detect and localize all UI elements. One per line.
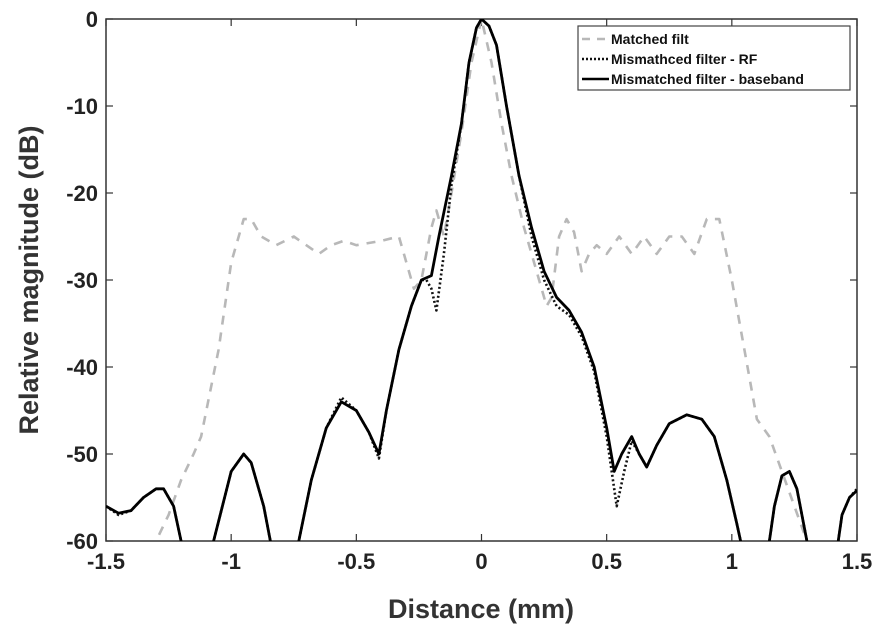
x-tick-label: -0.5	[337, 549, 375, 574]
x-tick-label: 0.5	[591, 549, 622, 574]
y-tick-label: -40	[66, 355, 98, 380]
legend-box	[577, 25, 851, 91]
x-tick-label: -1.5	[87, 549, 125, 574]
y-tick-label: 0	[86, 7, 98, 32]
y-tick-label: -50	[66, 442, 98, 467]
x-tick-label: 1	[726, 549, 738, 574]
legend-label-baseband: Mismatched filter - baseband	[611, 71, 804, 87]
series-lines	[106, 19, 857, 541]
x-tick-label: 1.5	[842, 549, 873, 574]
legend-label-rf: Mismathced filter - RF	[611, 51, 758, 67]
x-tick-label: -1	[221, 549, 241, 574]
y-axis-label: Relative magnitude (dB)	[14, 125, 44, 434]
y-tick-label: -60	[66, 529, 98, 554]
y-tick-label: -20	[66, 181, 98, 206]
series-line-dashed	[154, 19, 809, 541]
legend-label-matched: Matched filt	[611, 31, 689, 47]
y-tick-label: -30	[66, 268, 98, 293]
legend: Matched filt Mismathced filter - RF Mism…	[577, 25, 851, 91]
x-axis-label: Distance (mm)	[388, 594, 574, 624]
x-axis: -1.5 -1 -0.5 0 0.5 1 1.5	[87, 19, 872, 574]
x-tick-label: 0	[475, 549, 487, 574]
y-axis: 0 -10 -20 -30 -40 -50 -60	[66, 7, 857, 554]
plot-area	[105, 18, 858, 542]
y-tick-label: -10	[66, 94, 98, 119]
series-line-solid	[106, 19, 857, 541]
